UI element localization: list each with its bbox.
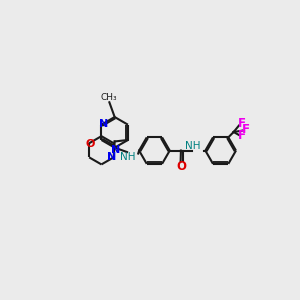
- Text: N: N: [99, 119, 108, 129]
- Text: CH₃: CH₃: [100, 92, 117, 101]
- Text: F: F: [242, 123, 250, 136]
- Text: F: F: [238, 129, 246, 142]
- Text: O: O: [177, 160, 187, 173]
- Text: N: N: [107, 152, 116, 162]
- Text: O: O: [86, 139, 95, 149]
- Text: F: F: [238, 117, 246, 130]
- Text: NH: NH: [120, 152, 135, 162]
- Text: N: N: [111, 145, 120, 155]
- Text: NH: NH: [185, 141, 200, 151]
